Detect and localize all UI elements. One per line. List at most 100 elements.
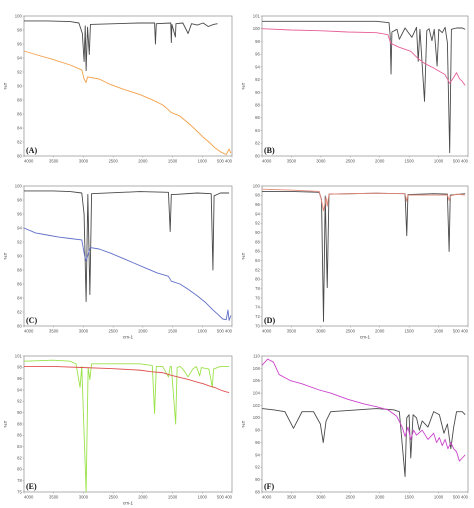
x-tick-label: 2000 [138,159,148,164]
x-tick-label: 2500 [108,159,118,164]
y-tick-label: 88 [255,102,260,107]
y-tick-label: 94 [17,387,22,392]
x-tick-label: 500 400 [217,159,233,164]
y-tick-label: 92 [255,465,260,470]
y-tick-label: 92 [255,77,260,82]
x-tick-label: 4000 [24,159,34,164]
x-tick-label: 1000 [434,159,444,164]
y-tick-label: 84 [17,295,22,300]
y-tick-label: 88 [17,267,22,272]
x-tick-label: 3500 [49,159,59,164]
x-tick-label: 3500 [49,495,59,500]
chart-panel-3: 80 82 84 86 88 90 92 94 96 98 100 4000 3500 3000 2500 2… [2,172,236,340]
y-tick-label: 88 [255,489,260,494]
y-tick-label: 80 [17,153,22,158]
y-tick-label: 94 [17,225,22,230]
y-tick-label: 96 [255,52,260,57]
plot-frame [261,15,469,157]
y-tick-label: 72 [255,314,260,319]
y-tick-label: 86 [17,111,22,116]
y-tick-label: 76 [255,295,260,300]
y-tick-label: 92 [17,399,22,404]
y-tick-label: 98 [255,39,260,44]
y-tick-label: 96 [255,202,260,207]
chart-svg: 80 82 84 86 88 90 92 94 96 98 100 101 4000 3500 3000 25… [241,13,469,164]
panel-label: (E) [26,482,37,491]
x-tick-label: 4000 [24,329,34,334]
x-tick-label: 2000 [375,495,385,500]
y-tick-label: 96 [255,440,260,445]
chart-svg: 75 78 80 82 84 86 88 90 92 94 96 98 101 4000 3500 3000 2… [3,353,233,505]
y-tick-label: 84 [17,125,22,130]
y-tick-label: 92 [255,221,260,226]
x-tick-label: 1000 [198,159,208,164]
y-tick-label: 88 [17,421,22,426]
y-tick-label: 82 [17,455,22,460]
plot-frame [261,355,469,493]
y-tick-label: 90 [17,83,22,88]
x-tick-label: 2500 [346,159,356,164]
x-tick-label: 1000 [198,329,208,334]
plot-frame [261,185,469,327]
y-axis-title: %T [241,252,246,259]
y-tick-label: 96 [17,211,22,216]
x-tick-label: 500 400 [217,329,233,334]
x-tick-label: 3500 [287,329,297,334]
y-tick-label: 94 [17,55,22,60]
chart-panel-4: 70 72 74 76 78 80 82 84 86 88 90 92 94 96 98 100 4000 350… [240,172,472,340]
chart-panel-2: 80 82 84 86 88 90 92 94 96 98 100 101 4000 3500 3000 25… [240,2,472,170]
x-tick-label: 1000 [434,495,444,500]
y-tick-label: 86 [17,281,22,286]
y-tick-label: 98 [255,193,260,198]
x-tick-label: 3000 [79,329,89,334]
x-tick-label: 500 400 [217,495,233,500]
y-tick-label: 88 [17,97,22,102]
x-tick-label: 3000 [316,329,326,334]
y-axis-title: %T [241,420,246,427]
x-axis-title: cm-1 [360,335,371,340]
y-tick-label: 82 [255,267,260,272]
chart-panel-6: 88 90 92 94 96 98 100 102 104 106 108 110 4000 3500 30… [240,342,472,506]
y-tick-label: 84 [255,128,260,133]
panel-label: (C) [26,316,37,325]
x-tick-label: 1000 [198,495,208,500]
x-tick-label: 4000 [262,495,272,500]
spectrum-line-1 [262,20,466,154]
y-tick-label: 100 [15,13,23,18]
y-tick-label: 110 [253,353,260,358]
y-tick-label: 90 [17,410,22,415]
spectrum-line-1 [24,190,230,302]
y-tick-label: 80 [17,467,22,472]
y-tick-label: 90 [255,230,260,235]
chart-svg: 88 90 92 94 96 98 100 102 104 106 108 110 4000 3500 30… [241,353,469,500]
y-tick-label: 90 [17,253,22,258]
y-tick-label: 88 [255,239,260,244]
y-tick-label: 106 [253,378,261,383]
x-tick-label: 2000 [138,495,148,500]
y-tick-label: 100 [253,183,261,188]
x-tick-label: 2500 [108,329,118,334]
x-tick-label: 3000 [79,495,89,500]
spectrum-line-2 [23,227,232,321]
chart-svg: 70 72 74 76 78 80 82 84 86 88 90 92 94 96 98 100 4000 350… [241,183,469,340]
y-tick-label: 86 [17,433,22,438]
y-tick-label: 70 [255,323,260,328]
x-tick-label: 1500 [168,495,178,500]
y-tick-label: 74 [255,305,260,310]
x-tick-label: 2500 [346,495,356,500]
y-tick-label: 80 [17,323,22,328]
y-tick-label: 80 [255,277,260,282]
y-tick-label: 86 [255,115,260,120]
spectrum-line-1 [24,20,218,72]
chart-panel-1: 80 82 84 86 88 90 92 94 96 98 100 4000 3500 3000 2500 2… [2,2,236,170]
y-tick-label: 100 [253,415,261,420]
panel-label: (A) [26,146,37,155]
y-tick-label: 96 [17,376,22,381]
x-tick-label: 2000 [138,329,148,334]
y-tick-label: 96 [17,41,22,46]
y-tick-label: 94 [255,64,260,69]
y-tick-label: 90 [255,477,260,482]
x-tick-label: 3500 [49,329,59,334]
y-axis-title: %T [3,82,8,89]
x-tick-label: 2500 [108,495,118,500]
